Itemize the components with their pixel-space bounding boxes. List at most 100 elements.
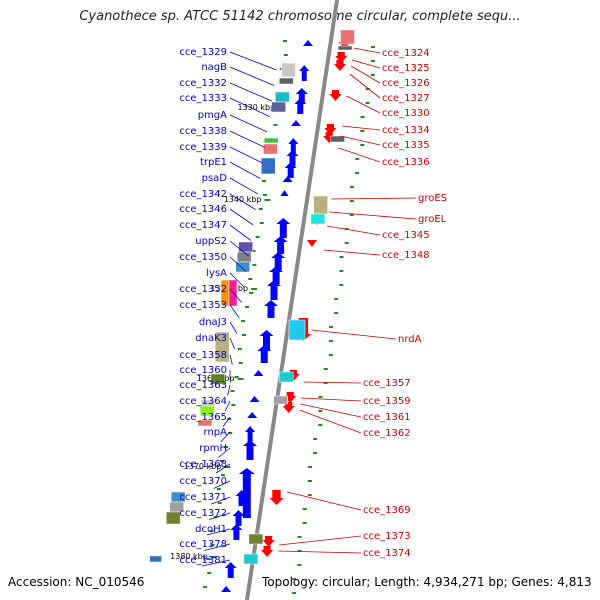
gene-label[interactable]: cce_1342 <box>179 189 227 200</box>
feature-box <box>337 45 353 51</box>
gene-label[interactable]: cce_1324 <box>382 48 430 59</box>
gene-label[interactable]: cce_1365 <box>179 412 227 423</box>
gene-label[interactable]: cce_1345 <box>382 230 430 241</box>
track-tick <box>209 530 214 532</box>
gene-label[interactable]: cce_1326 <box>382 78 430 89</box>
label-connector <box>229 146 263 164</box>
gene-label[interactable]: dnaJ3 <box>199 317 227 328</box>
reverse-gene-arrow <box>323 132 336 143</box>
reverse-gene-arrow <box>335 52 348 63</box>
reverse-gene-arrow <box>269 490 284 505</box>
gene-label[interactable]: cce_1339 <box>179 142 227 153</box>
gene-label[interactable]: cce_1370 <box>179 476 227 487</box>
track-tick <box>297 564 302 566</box>
feature-box <box>279 77 294 85</box>
gene-label[interactable]: pmgA <box>198 110 227 121</box>
gene-label[interactable]: cce_1364 <box>179 396 227 407</box>
gene-label[interactable]: cce_1378 <box>179 539 227 550</box>
gene-label[interactable]: cce_1362 <box>363 428 411 439</box>
gene-label[interactable]: cce_1325 <box>382 63 430 74</box>
label-connector <box>215 463 231 474</box>
chromosome-backbone <box>245 0 339 600</box>
gene-label[interactable]: cce_1381 <box>179 555 227 566</box>
gene-label[interactable]: cce_1334 <box>382 125 430 136</box>
gene-label[interactable]: cce_1336 <box>382 157 430 168</box>
feature-box <box>313 195 328 215</box>
track-tick <box>259 222 264 224</box>
gene-label[interactable]: dcoH1 <box>195 524 227 535</box>
gene-label[interactable]: cce_1373 <box>363 531 411 542</box>
forward-gene-arrow <box>249 396 260 402</box>
reverse-gene-arrow <box>261 546 274 557</box>
label-connector <box>227 384 231 396</box>
gene-label[interactable]: cce_1357 <box>363 378 411 389</box>
feature-box <box>263 143 278 155</box>
gene-label[interactable]: psaD <box>202 173 228 184</box>
gene-label[interactable]: cce_1361 <box>363 412 411 423</box>
forward-gene-arrow <box>267 280 281 300</box>
gene-label[interactable]: cce_1330 <box>382 108 430 119</box>
label-connector <box>229 272 245 288</box>
gene-label[interactable]: cce_1359 <box>363 396 411 407</box>
forward-gene-arrow <box>257 345 272 363</box>
reverse-gene-arrow <box>329 90 342 101</box>
gene-label[interactable]: cce_1346 <box>179 204 227 215</box>
track-tick <box>283 54 288 56</box>
track-tick <box>318 396 323 398</box>
gene-label[interactable]: cce_1350 <box>179 252 227 263</box>
track-tick <box>292 578 297 580</box>
label-connector <box>229 337 236 350</box>
reverse-gene-arrow <box>284 392 297 403</box>
gene-label[interactable]: cce_1335 <box>382 140 430 151</box>
gene-label[interactable]: rnpA <box>204 427 228 438</box>
track-tick <box>230 390 235 392</box>
track-tick <box>355 172 360 174</box>
track-tick <box>292 592 297 594</box>
gene-label[interactable]: cce_1353 <box>179 300 227 311</box>
gene-label[interactable]: cce_1374 <box>363 548 411 559</box>
gene-label[interactable]: cce_1338 <box>179 126 227 137</box>
gene-label[interactable]: lysA <box>206 268 227 279</box>
scale-tick-mark <box>210 556 217 558</box>
gene-label[interactable]: groEL <box>418 214 447 225</box>
track-tick <box>220 460 224 462</box>
gene-label[interactable]: cce_1347 <box>179 220 227 231</box>
gene-label[interactable]: cce_1327 <box>382 93 430 104</box>
track-tick <box>307 480 312 482</box>
track-tick <box>227 418 232 420</box>
label-connector <box>303 381 362 384</box>
track-tick <box>360 144 365 146</box>
track-tick <box>370 60 375 62</box>
label-connector <box>353 47 381 54</box>
gene-label[interactable]: trpE1 <box>200 157 227 168</box>
label-connector <box>287 491 362 511</box>
gene-label[interactable]: groES <box>418 193 447 204</box>
label-connector <box>229 161 261 179</box>
gene-label[interactable]: uppS2 <box>195 236 227 247</box>
gene-label[interactable]: cce_1352 <box>179 284 227 295</box>
gene-label[interactable]: cce_1333 <box>179 93 227 104</box>
gene-label[interactable]: cce_1372 <box>179 508 227 519</box>
gene-label[interactable]: cce_1369 <box>363 505 411 516</box>
gene-label[interactable]: cce_1363 <box>179 380 227 391</box>
gene-label[interactable]: cce_1332 <box>179 78 227 89</box>
track-tick <box>251 250 256 252</box>
track-tick <box>249 292 254 294</box>
gene-label[interactable]: cce_1358 <box>179 350 227 361</box>
gene-label[interactable]: nrdA <box>398 334 422 345</box>
gene-label[interactable]: cce_1368 <box>179 459 227 470</box>
gene-label[interactable]: cce_1348 <box>382 250 430 261</box>
gene-label[interactable]: rpmH <box>199 443 227 454</box>
forward-gene-arrow <box>230 524 243 540</box>
label-connector <box>340 135 381 146</box>
feature-box <box>197 419 213 427</box>
forward-gene-arrow <box>253 370 264 376</box>
track-tick <box>224 446 229 448</box>
gene-label[interactable]: cce_1329 <box>179 47 227 58</box>
forward-gene-arrow <box>235 490 248 506</box>
gene-label[interactable]: cce_1371 <box>179 492 227 503</box>
gene-label[interactable]: cce_1360 <box>179 365 227 376</box>
gene-label[interactable]: dnaK3 <box>195 333 227 344</box>
forward-gene-arrow <box>284 162 297 178</box>
gene-label[interactable]: nagB <box>201 62 227 73</box>
